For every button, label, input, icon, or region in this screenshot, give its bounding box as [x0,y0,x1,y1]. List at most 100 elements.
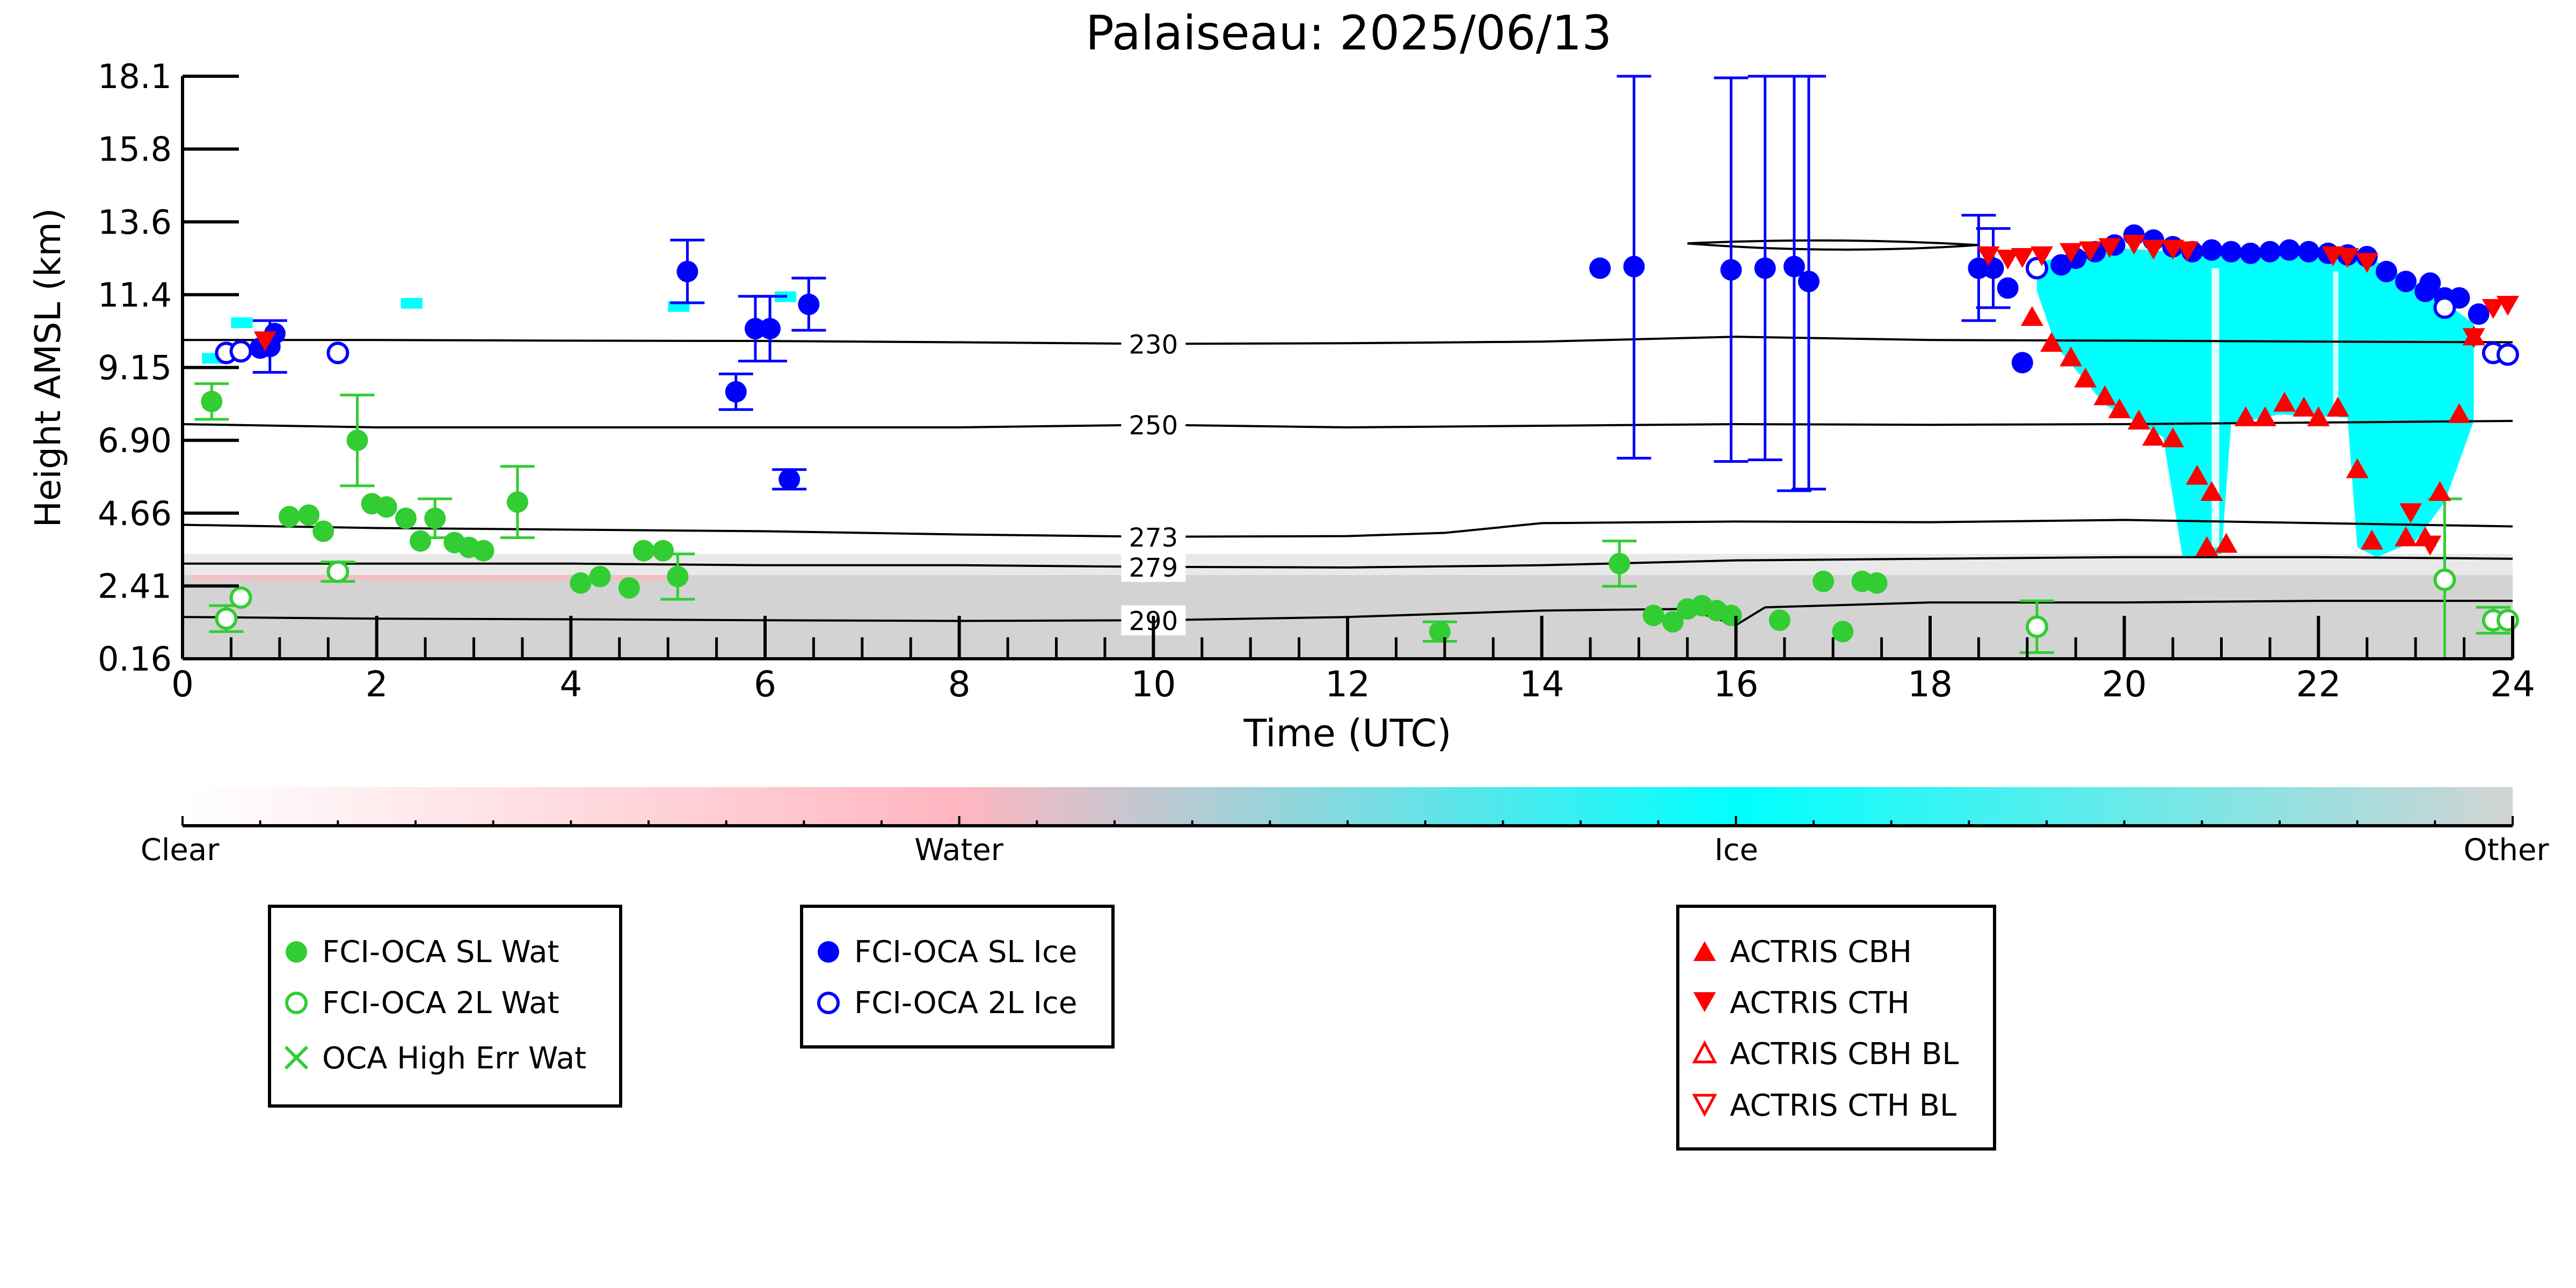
data-point-fci-oca-sl-wat [1642,605,1664,627]
chart-title: Palaiseau: 2025/06/13 [1086,5,1612,61]
data-point-fci-oca-2l-wat [2433,568,2456,591]
data-point-fci-oca-sl-ice [2201,239,2223,261]
data-point-actris-cbh [2360,529,2383,550]
legend-label: FCI-OCA SL Wat [322,935,559,970]
colorbar-ticks [181,816,2514,827]
legend-marker-cth [1693,992,1716,1012]
marker-layer [201,224,2519,643]
data-point-fci-oca-2l-ice [2433,296,2456,319]
data-point-fci-oca-sl-ice [725,381,747,403]
legend-marker-sl-ice [818,941,839,963]
legend-label: ACTRIS CTH [1730,986,1910,1021]
data-point-actris-cbh [2020,306,2043,326]
data-point-actris-cbh [2293,396,2316,417]
y-tick-label: 15.8 [98,130,172,169]
colorbar-label-clear: Clear [141,833,220,868]
data-point-actris-cth [1996,250,2019,270]
legend-marker-cbh [1693,941,1716,961]
data-point-fci-oca-2l-ice [2496,343,2519,366]
data-point-fci-oca-sl-wat [1429,621,1451,643]
legend-actris: ACTRIS CBH ACTRIS CTH ACTRIS CBH BL ACTR… [1676,905,1996,1151]
data-point-fci-oca-sl-wat [667,565,689,587]
ice-mask-gap [2211,268,2220,548]
colorbar-label-other: Other [2463,833,2549,868]
data-point-actris-cth [2399,503,2422,523]
data-point-fci-oca-sl-wat [424,507,446,529]
legend-marker-2l-ice [817,992,840,1014]
data-point-fci-oca-2l-ice [229,340,252,363]
legend-label: OCA High Err Wat [322,1041,586,1076]
legend-box [800,905,1115,1049]
data-point-fci-oca-sl-ice [798,293,820,315]
isotherm-label: 279 [1129,553,1178,583]
data-point-fci-oca-sl-ice [1623,256,1645,278]
x-tick-label: 24 [2490,664,2535,705]
data-point-fci-oca-sl-ice [2220,241,2242,263]
data-point-fci-oca-sl-ice [2419,272,2441,294]
data-point-actris-cbh [2346,458,2369,478]
data-point-actris-cbh [2040,332,2063,352]
x-tick-label: 14 [1519,664,1564,705]
water-mask-region [192,574,688,580]
data-point-fci-oca-sl-wat [410,530,432,552]
isotherm-label-bg [1121,521,1186,552]
y-tick-label: 2.41 [98,566,172,606]
data-point-actris-cbh [2307,406,2330,426]
x-tick-label: 6 [754,664,776,705]
data-point-fci-oca-sl-wat [472,540,494,562]
data-point-actris-cth [2462,328,2485,348]
data-point-actris-cth [2482,299,2505,319]
data-point-actris-cbh [2108,398,2131,418]
y-tick-label: 6.90 [98,421,172,460]
data-point-actris-cbh [2428,481,2451,501]
x-tick-label: 20 [2102,664,2147,705]
data-point-fci-oca-sl-ice [2298,241,2320,263]
legend-label: ACTRIS CBH [1730,935,1912,970]
data-point-fci-oca-sl-wat [1832,621,1854,643]
data-point-actris-cth [2419,535,2442,556]
data-point-actris-cbh [2395,526,2418,547]
data-point-actris-cbh [2142,426,2165,446]
x-axis-label: Time (UTC) [1243,711,1452,755]
x-tick-label: 4 [559,664,582,705]
data-point-fci-oca-sl-ice [1720,259,1742,281]
data-point-actris-cth [2336,248,2359,268]
data-point-actris-cth [253,331,276,352]
data-point-fci-oca-2l-wat [326,560,350,583]
x-tick-label: 18 [1908,664,1953,705]
data-point-actris-cbh [2234,406,2257,426]
data-point-fci-oca-sl-wat [346,430,368,452]
data-point-fci-oca-sl-ice [2395,271,2417,293]
data-point-actris-cbh [2253,406,2276,426]
data-point-fci-oca-sl-wat [589,565,611,587]
legend-label: FCI-OCA 2L Wat [322,986,559,1021]
data-point-actris-cbh [2215,533,2238,553]
data-point-fci-oca-sl-wat [1662,611,1684,633]
data-point-fci-oca-sl-wat [1866,572,1888,594]
legend-marker-cth-bl [1692,1094,1718,1117]
data-point-actris-cbh [2093,385,2116,405]
data-point-actris-cbh [2127,409,2150,430]
data-point-fci-oca-sl-ice [1589,257,1611,279]
data-point-fci-oca-sl-ice [2239,242,2261,264]
legend-marker-cbh-bl [1692,1040,1718,1064]
data-point-actris-cbh [2074,367,2097,388]
colorbar-gradient [183,787,2513,826]
data-point-fci-oca-sl-wat [278,506,300,528]
data-point-fci-oca-sl-ice [676,260,698,282]
data-point-fci-oca-sl-ice [778,468,801,490]
data-point-fci-oca-sl-wat [298,504,320,526]
x-tick-label: 0 [171,664,194,705]
legend-ice: FCI-OCA SL Ice FCI-OCA 2L Ice [800,905,1115,1049]
ice-mask-speck [401,297,423,309]
data-point-fci-oca-sl-wat [570,572,592,594]
isotherm-label-bg [1121,329,1186,359]
data-point-fci-oca-sl-wat [1720,605,1742,627]
x-tick-label: 16 [1713,664,1758,705]
data-point-actris-cth [2060,243,2083,263]
x-tick-label: 10 [1131,664,1176,705]
isotherm-line [183,336,2513,345]
